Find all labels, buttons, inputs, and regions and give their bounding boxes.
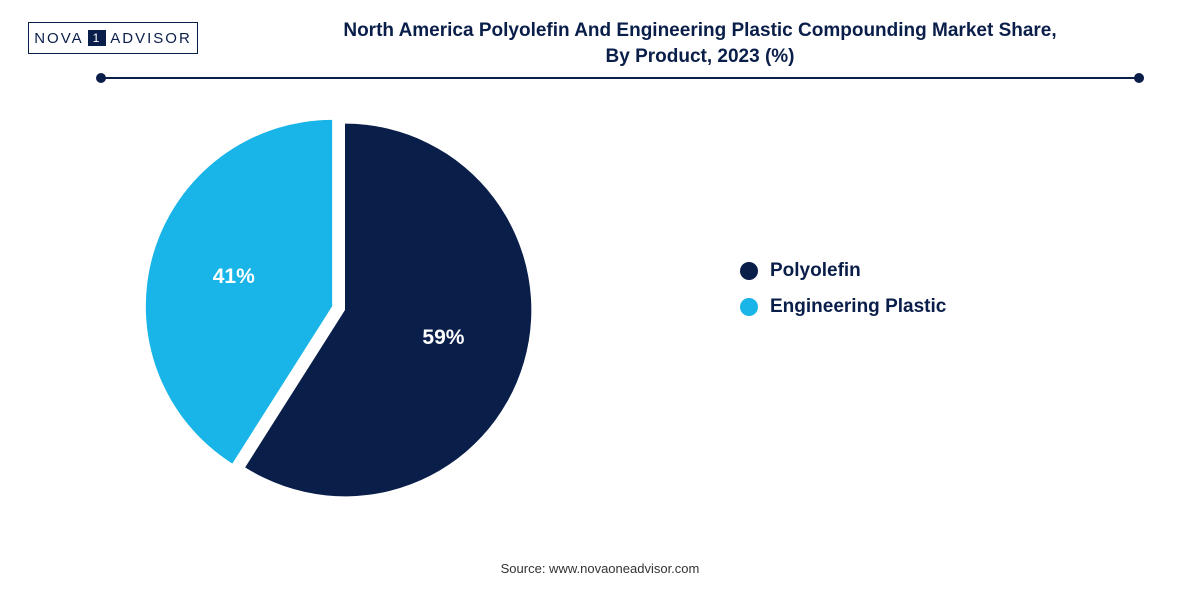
logo-text: NOVA 1 ADVISOR (34, 30, 192, 47)
divider (100, 72, 1140, 84)
legend-label-1: Engineering Plastic (770, 296, 946, 318)
pie-label-0: 59% (422, 326, 464, 349)
pie-chart: 59% 41% (120, 95, 570, 525)
divider-line (100, 77, 1140, 79)
pie-label-1: 41% (213, 265, 255, 288)
pie-svg: 59% 41% (120, 95, 570, 525)
logo-mid: 1 (88, 30, 107, 46)
legend-item-1: Engineering Plastic (740, 296, 946, 318)
logo-left: NOVA (34, 30, 83, 47)
legend-label-0: Polyolefin (770, 260, 861, 282)
legend-dot-1 (740, 298, 758, 316)
source-text: Source: www.novaoneadvisor.com (0, 561, 1200, 576)
legend: Polyolefin Engineering Plastic (740, 260, 946, 318)
title-line1: North America Polyolefin And Engineering… (260, 18, 1140, 44)
source-label: Source: www.novaoneadvisor.com (501, 561, 700, 576)
logo: NOVA 1 ADVISOR (28, 22, 198, 54)
divider-dot-right (1134, 73, 1144, 83)
title-line2: By Product, 2023 (%) (260, 44, 1140, 70)
logo-right: ADVISOR (110, 30, 192, 47)
divider-dot-left (96, 73, 106, 83)
legend-item-0: Polyolefin (740, 260, 946, 282)
page-title: North America Polyolefin And Engineering… (260, 18, 1140, 69)
legend-dot-0 (740, 262, 758, 280)
